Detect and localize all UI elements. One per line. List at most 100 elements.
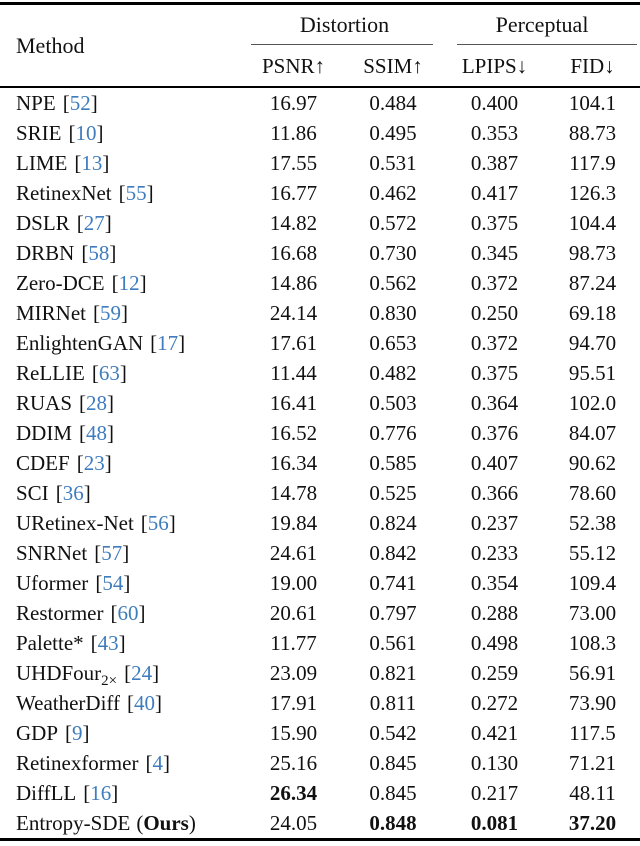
citation-number: 12 (118, 271, 140, 295)
citation-link[interactable]: [36] (56, 481, 91, 505)
psnr-value: 14.86 (269, 271, 318, 295)
psnr-value: 25.16 (269, 751, 318, 775)
citation-link[interactable]: [4] (145, 751, 170, 775)
fid-value: 98.73 (568, 241, 617, 265)
citation-link[interactable]: [17] (150, 331, 185, 355)
citation-link[interactable]: [16] (83, 781, 118, 805)
citation-bracket-open: [ (55, 481, 63, 505)
citation-number: 10 (75, 121, 97, 145)
ssim-value: 0.824 (369, 511, 417, 535)
citation-link[interactable]: [59] (93, 301, 128, 325)
citation-number: 16 (90, 781, 112, 805)
lpips-value: 0.237 (470, 511, 519, 535)
ssim-value: 0.561 (369, 631, 417, 655)
method-name: SNRNet (16, 541, 88, 565)
table-row: MIRNet [59] 24.14 0.830 0.250 69.18 (0, 298, 640, 328)
psnr-column-header: PSNR↑ (261, 54, 326, 78)
psnr-value: 15.90 (269, 721, 318, 745)
citation-bracket-close: ] (119, 361, 127, 385)
table-row: URetinex-Net [56] 19.84 0.824 0.237 52.38 (0, 508, 640, 538)
citation-link[interactable]: [23] (77, 451, 112, 475)
citation-link[interactable]: [12] (112, 271, 147, 295)
ssim-value: 0.462 (369, 181, 417, 205)
psnr-value: 11.86 (270, 121, 317, 145)
lpips-value: 0.407 (470, 451, 519, 475)
citation-link[interactable]: [63] (92, 361, 127, 385)
citation-number: 52 (69, 91, 91, 115)
ssim-value: 0.484 (369, 91, 417, 115)
fid-value: 104.1 (568, 91, 617, 115)
lpips-value: 0.288 (470, 601, 519, 625)
lpips-value: 0.372 (470, 331, 519, 355)
fid-value: 73.90 (568, 691, 617, 715)
lpips-value: 0.353 (470, 121, 519, 145)
citation-bracket-open: [ (111, 271, 119, 295)
metric-header-row: PSNR↑ SSIM↑ LPIPS↓ FID↓ (0, 47, 640, 87)
citation-link[interactable]: [24] (124, 661, 159, 685)
citation-bracket-open: [ (91, 361, 99, 385)
citation-bracket-open: [ (65, 721, 73, 745)
lpips-value: 0.250 (470, 301, 519, 325)
citation-number: 27 (83, 211, 105, 235)
citation-link[interactable]: [58] (81, 241, 116, 265)
citation-link[interactable]: [10] (69, 121, 104, 145)
lpips-value: 0.375 (470, 211, 519, 235)
method-name: Palette* (16, 631, 84, 655)
table-row: DiffLL [16] 26.34 0.845 0.217 48.11 (0, 778, 640, 808)
citation-link[interactable]: [57] (94, 541, 129, 565)
fid-value: 108.3 (568, 631, 617, 655)
citation-link[interactable]: [9] (65, 721, 90, 745)
citation-bracket-close: ] (152, 661, 160, 685)
citation-number: 58 (88, 241, 110, 265)
ssim-value: 0.842 (369, 541, 417, 565)
method-cell: Restormer [60] (0, 598, 245, 628)
citation-bracket-open: [ (150, 331, 158, 355)
citation-link[interactable]: [28] (79, 391, 114, 415)
citation-link[interactable]: [43] (91, 631, 126, 655)
psnr-value: 16.34 (269, 451, 318, 475)
fid-value: 126.3 (568, 181, 617, 205)
distortion-group-header: Distortion (245, 4, 444, 48)
lpips-value: 0.364 (470, 391, 519, 415)
lpips-value: 0.400 (470, 91, 519, 115)
citation-bracket-close: ] (139, 271, 147, 295)
fid-value: 87.24 (568, 271, 617, 295)
citation-link[interactable]: [56] (141, 511, 176, 535)
citation-link[interactable]: [40] (127, 691, 162, 715)
table-row: WeatherDiff [40] 17.91 0.811 0.272 73.90 (0, 688, 640, 718)
method-name: RUAS (16, 391, 73, 415)
method-cell: URetinex-Net [56] (0, 508, 245, 538)
fid-value: 37.20 (568, 811, 617, 835)
lpips-value: 0.421 (470, 721, 519, 745)
citation-link[interactable]: [60] (110, 601, 145, 625)
citation-bracket-close: ] (121, 301, 128, 325)
citation-link[interactable]: [13] (74, 151, 109, 175)
method-cell: CDEF [23] (0, 448, 245, 478)
ssim-value: 0.730 (369, 241, 417, 265)
citation-number: 36 (62, 481, 84, 505)
table-row: RUAS [28] 16.41 0.503 0.364 102.0 (0, 388, 640, 418)
fid-value: 95.51 (568, 361, 617, 385)
citation-bracket-open: [ (94, 541, 102, 565)
method-name: Uformer (16, 571, 89, 595)
citation-link[interactable]: [54] (95, 571, 130, 595)
citation-link[interactable]: [52] (63, 91, 98, 115)
citation-bracket-close: ] (155, 691, 163, 715)
method-cell: DRBN [58] (0, 238, 245, 268)
lpips-value: 0.354 (470, 571, 519, 595)
citation-link[interactable]: [48] (79, 421, 114, 445)
group-header-row: Method Distortion Perceptual (0, 4, 640, 58)
citation-bracket-close: ] (104, 211, 112, 235)
psnr-value: 23.09 (269, 661, 318, 685)
citation-bracket-open: [ (127, 691, 135, 715)
citation-number: 54 (102, 571, 124, 595)
citation-bracket-close: ] (96, 121, 104, 145)
fid-value: 56.91 (568, 661, 617, 685)
citation-link[interactable]: [55] (119, 181, 154, 205)
citation-link[interactable]: [27] (77, 211, 112, 235)
lpips-value: 0.376 (470, 421, 519, 445)
citation-number: 48 (86, 421, 107, 445)
psnr-value: 11.77 (270, 631, 317, 655)
fid-value: 84.07 (568, 421, 617, 445)
method-cell: WeatherDiff [40] (0, 688, 245, 718)
